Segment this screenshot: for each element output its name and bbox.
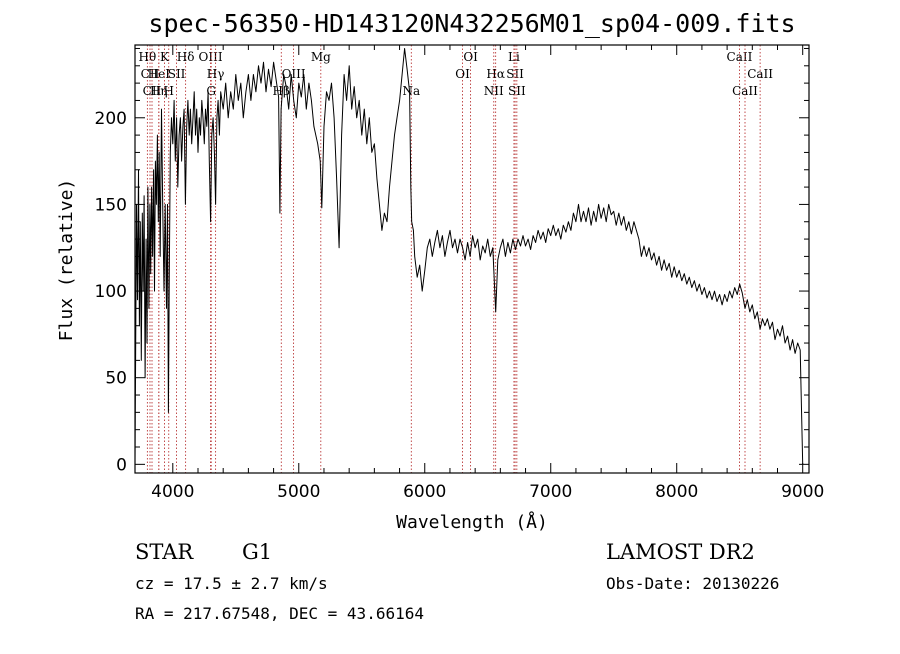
chart-title: spec-56350-HD143120N432256M01_sp04-009.f… (148, 9, 795, 38)
line-marker-label: OIII (282, 67, 306, 81)
x-tick-label: 9000 (781, 482, 824, 502)
spectrum-layer (134, 48, 804, 465)
line-marker-label: Mg (311, 50, 331, 64)
object-subclass: G1 (242, 540, 272, 564)
line-marker-label: Hα (486, 67, 505, 81)
line-marker-label: SII (506, 67, 524, 81)
survey-label: LAMOST DR2 (606, 540, 755, 564)
y-tick-label: 0 (116, 455, 127, 475)
x-tick-label: 7000 (529, 482, 572, 502)
obs-date-text: Obs-Date: 20130226 (606, 574, 779, 593)
line-marker-label: NII (484, 84, 504, 98)
y-axis-label: Flux (relative) (56, 179, 77, 342)
line-marker-label: CII (141, 67, 160, 81)
y-tick-label: 150 (95, 195, 127, 215)
line-marker-label: Hγ (207, 67, 225, 81)
line-marker-label: K (160, 50, 170, 64)
coordinates-text: RA = 217.67548, DEC = 43.66164 (135, 604, 424, 623)
line-marker-label: OI (455, 67, 470, 81)
line-marker-label: OI (463, 50, 478, 64)
line-marker-label: G (206, 84, 216, 98)
y-tick-label: 50 (105, 369, 127, 389)
line-marker-label: SII (168, 67, 186, 81)
line-marker-label: Li (508, 50, 520, 64)
y-tick-label: 100 (95, 282, 127, 302)
y-tick-label: 200 (95, 109, 127, 129)
x-axis: 4000 5000 6000 7000 8000 9000 (151, 45, 824, 502)
plot-frame (134, 44, 810, 474)
line-marker-label: Hθ (138, 50, 156, 64)
redshift-text: cz = 17.5 ± 2.7 km/s (135, 574, 328, 593)
x-tick-label: 4000 (151, 482, 194, 502)
spectrum-line (134, 48, 804, 465)
line-marker-label: OIII (199, 50, 223, 64)
line-marker-label: CaII (727, 50, 753, 64)
line-marker-label: Na (402, 84, 420, 98)
line-marker-label: SII (508, 84, 526, 98)
line-marker-label: Hη (150, 84, 168, 98)
x-tick-label: 6000 (403, 482, 446, 502)
x-tick-label: 5000 (277, 482, 320, 502)
line-marker-label: H (164, 84, 174, 98)
x-axis-label: Wavelength (Å) (396, 511, 548, 533)
x-tick-label: 8000 (655, 482, 698, 502)
y-axis: 0 50 100 150 200 (95, 47, 809, 475)
object-class: STAR (135, 540, 194, 564)
line-marker-label: CaII (732, 84, 758, 98)
line-marker-label: Hδ (177, 50, 195, 64)
line-marker-label: CII (143, 84, 162, 98)
line-marker-label: CaII (747, 67, 773, 81)
